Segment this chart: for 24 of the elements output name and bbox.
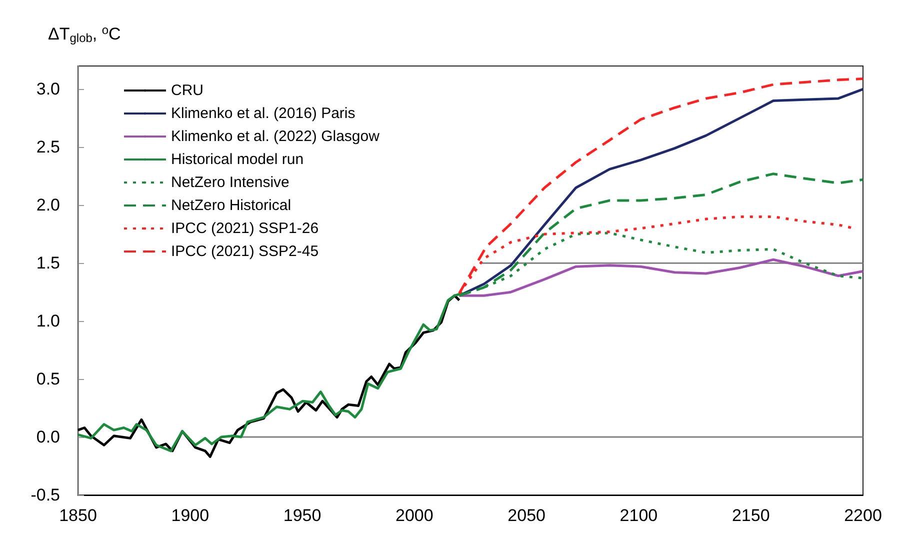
x-tick-label: 2150	[732, 506, 770, 525]
y-tick-label: 2.0	[36, 196, 60, 215]
legend-label: NetZero Intensive	[171, 174, 290, 191]
x-tick-label: 1900	[171, 506, 210, 525]
x-tick-label: 2200	[844, 506, 882, 525]
legend-label: Klimenko et al. (2016) Paris	[171, 105, 356, 122]
legend-label: IPCC (2021) SSP1-26	[171, 220, 319, 237]
y-tick-label: 3.0	[36, 80, 60, 99]
x-tick-label: 1950	[283, 506, 322, 525]
x-tick-label: 2100	[620, 506, 658, 525]
y-tick-label: 0.0	[36, 428, 60, 447]
y-tick-label: 2.5	[36, 138, 60, 157]
legend-label: CRU	[171, 82, 204, 99]
y-tick-label: 0.5	[36, 370, 60, 389]
legend-label: Historical model run	[171, 151, 304, 168]
x-tick-label: 1850	[59, 506, 97, 525]
legend-label: IPCC (2021) SSP2-45	[171, 243, 319, 260]
y-tick-label: 1.0	[36, 312, 60, 331]
y-tick-label: 1.5	[36, 254, 60, 273]
y-tick-label: -0.5	[30, 486, 60, 504]
x-tick-label: 2000	[396, 506, 434, 525]
legend-label: Klimenko et al. (2022) Glasgow	[171, 128, 380, 145]
x-tick-label: 2050	[508, 506, 546, 525]
legend-label: NetZero Historical	[171, 197, 292, 214]
